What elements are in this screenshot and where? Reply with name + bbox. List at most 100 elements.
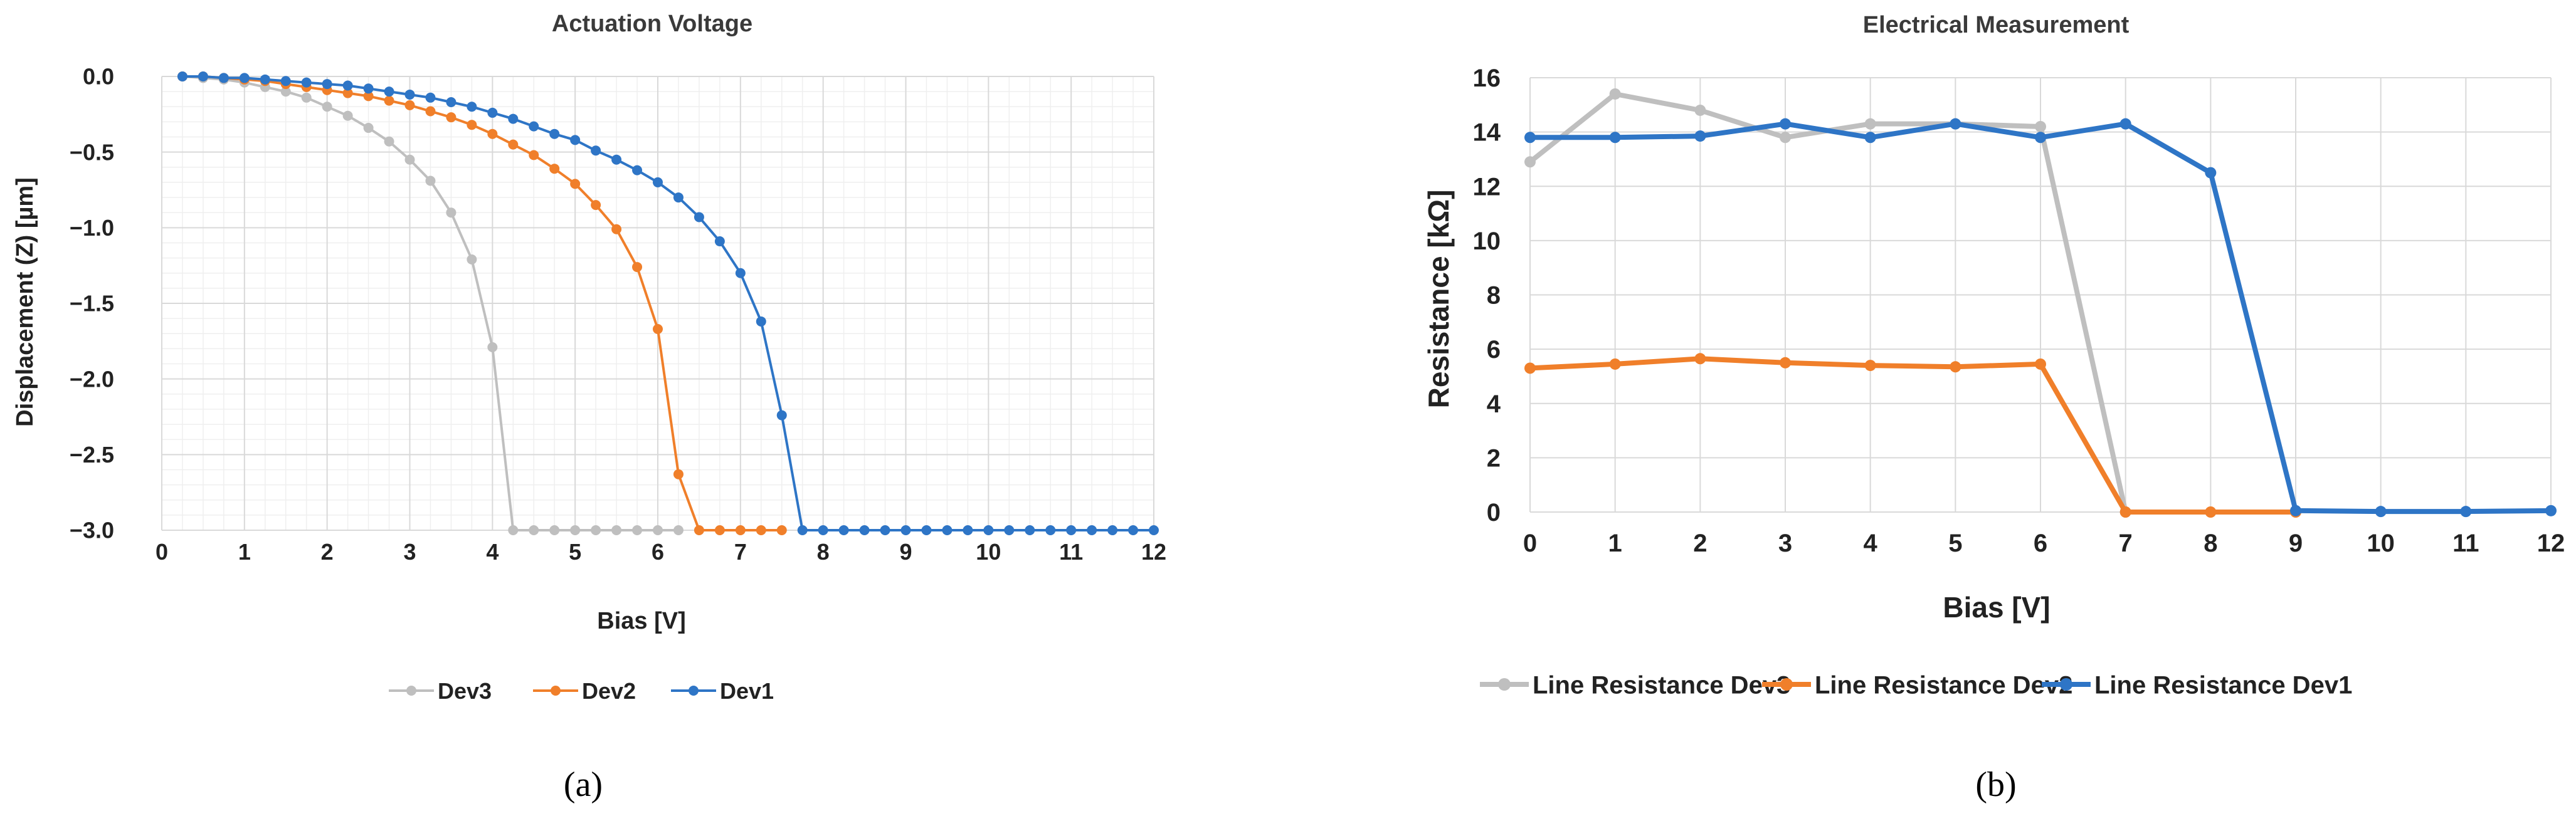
y-axis-label: Resistance [kΩ]	[1422, 190, 1455, 409]
y-tick-label: −0.5	[70, 139, 114, 165]
legend-marker	[689, 686, 699, 696]
data-point	[487, 342, 498, 352]
data-point	[508, 139, 519, 150]
x-tick-label: 7	[734, 539, 747, 565]
data-point	[1694, 353, 1706, 365]
data-point	[591, 200, 601, 211]
x-tick-labels: 0 1 2 3 4 5 6 7 8 9 10 11 12	[156, 539, 1166, 565]
data-point	[384, 136, 394, 147]
legend-label: Dev3	[438, 678, 492, 704]
y-tick-label: −2.5	[70, 442, 114, 468]
x-tick-label: 6	[652, 539, 664, 565]
x-tick-label: 4	[1864, 530, 1878, 557]
data-point	[280, 86, 291, 97]
x-tick-label: 5	[1948, 530, 1962, 557]
chart-electrical-measurement: Electrical Measurement 0 1 2 3 4 5 6 7 8 9 10 11 12 …	[1422, 12, 2565, 804]
x-tick-label: 12	[1141, 539, 1166, 565]
chart-title: Actuation Voltage	[552, 11, 752, 37]
data-point	[529, 121, 539, 132]
data-point	[487, 128, 498, 139]
x-tick-label: 6	[2034, 530, 2047, 557]
data-point	[1950, 361, 1961, 373]
data-point	[694, 212, 704, 222]
y-tick-labels: 0.0 −0.5 −1.0 −1.5 −2.0 −2.5 −3.0	[70, 64, 114, 543]
data-point	[1609, 88, 1621, 100]
data-point	[342, 110, 353, 121]
x-tick-label: 10	[976, 539, 1001, 565]
y-tick-label: 12	[1473, 173, 1501, 201]
data-point	[983, 525, 994, 535]
data-point	[1128, 525, 1139, 535]
legend-label: Line Resistance Dev2	[1815, 671, 2072, 699]
y-tick-label: 0.0	[83, 64, 114, 90]
legend-item: Dev1	[671, 678, 774, 704]
data-point	[694, 525, 704, 535]
data-point	[1694, 130, 1706, 142]
data-point	[632, 525, 643, 535]
data-point	[425, 106, 436, 117]
data-point	[1025, 525, 1035, 535]
data-point	[363, 91, 374, 102]
x-tick-label: 2	[1693, 530, 1707, 557]
data-point	[2119, 118, 2131, 130]
data-point	[467, 254, 477, 265]
data-point	[756, 525, 766, 535]
legend-marker	[406, 686, 416, 696]
data-point	[1780, 357, 1791, 369]
legend-marker	[2060, 678, 2072, 691]
data-point	[2205, 506, 2217, 518]
legend-marker	[1498, 678, 1511, 691]
data-point	[714, 236, 725, 247]
data-point	[446, 112, 457, 123]
legend-marker	[1780, 678, 1793, 691]
data-point	[756, 316, 766, 327]
data-point	[322, 102, 332, 112]
data-point	[467, 102, 477, 112]
data-point	[611, 224, 622, 234]
data-point	[673, 192, 684, 203]
gridlines	[161, 76, 1154, 531]
data-point	[1524, 156, 1536, 168]
data-point	[1780, 132, 1791, 144]
data-point	[342, 80, 353, 91]
series-group	[177, 71, 1159, 535]
data-point	[301, 92, 312, 103]
data-point	[570, 135, 581, 145]
data-point	[198, 71, 208, 81]
y-tick-label: 14	[1473, 119, 1501, 147]
data-point	[529, 150, 539, 160]
data-point	[1087, 525, 1097, 535]
data-point	[2035, 120, 2046, 132]
x-tick-label: 10	[2367, 530, 2395, 557]
data-point	[404, 100, 415, 110]
y-tick-label: 16	[1473, 65, 1501, 92]
data-point	[653, 525, 663, 535]
data-point	[1780, 118, 1791, 130]
x-tick-label: 12	[2537, 530, 2565, 557]
data-point	[342, 88, 353, 98]
data-point	[508, 113, 519, 124]
data-point	[549, 525, 560, 535]
data-point	[384, 95, 394, 106]
data-point	[301, 77, 312, 88]
data-point	[2119, 506, 2131, 518]
data-point	[2545, 505, 2557, 516]
data-point	[838, 525, 849, 535]
data-point	[673, 469, 684, 479]
data-point	[425, 175, 436, 186]
data-point	[1694, 104, 1706, 116]
legend-item: Line Resistance Dev3	[1480, 671, 1790, 699]
data-point	[2460, 506, 2472, 518]
legend-label: Dev1	[720, 678, 774, 704]
x-axis-label: Bias [V]	[597, 608, 685, 634]
data-point	[570, 525, 581, 535]
x-tick-label: 11	[1059, 539, 1083, 565]
y-axis-label: Displacement (Z) [µm]	[12, 177, 38, 427]
x-tick-label: 5	[569, 539, 581, 565]
data-point	[1950, 118, 1961, 130]
data-point	[260, 74, 270, 85]
data-point	[425, 92, 436, 103]
data-point	[487, 107, 498, 118]
data-point	[218, 73, 229, 83]
y-tick-label: 0	[1487, 499, 1501, 526]
